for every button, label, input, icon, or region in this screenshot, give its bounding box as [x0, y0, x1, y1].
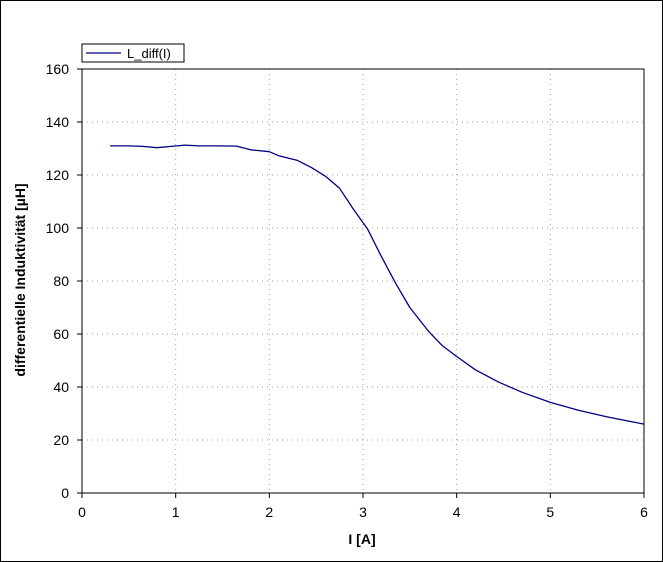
x-tick-label: 0 [78, 504, 86, 520]
y-tick-label: 100 [46, 220, 70, 236]
y-tick-label: 120 [46, 167, 70, 183]
y-tick-label: 40 [53, 379, 69, 395]
x-tick-label: 1 [172, 504, 180, 520]
x-tick-label: 4 [453, 504, 461, 520]
y-tick-label: 0 [61, 485, 69, 501]
y-axis-title: differentielle Induktivität [µH] [12, 183, 28, 376]
legend-label: L_diff(I) [127, 46, 171, 61]
y-tick-label: 80 [53, 273, 69, 289]
y-tick-label: 160 [46, 61, 70, 77]
y-tick-label: 60 [53, 326, 69, 342]
grid [82, 69, 644, 493]
y-tick-label: 140 [46, 114, 70, 130]
legend-box [81, 43, 185, 63]
x-tick-label: 5 [546, 504, 554, 520]
legend: L_diff(I) [81, 43, 185, 63]
x-axis-title: I [A] [348, 531, 375, 547]
series-layer [110, 144, 645, 425]
x-tick-label: 6 [640, 504, 648, 520]
x-tick-label: 2 [265, 504, 273, 520]
x-tick-label: 3 [359, 504, 367, 520]
y-tick-label: 20 [53, 432, 69, 448]
series-line [110, 144, 645, 425]
